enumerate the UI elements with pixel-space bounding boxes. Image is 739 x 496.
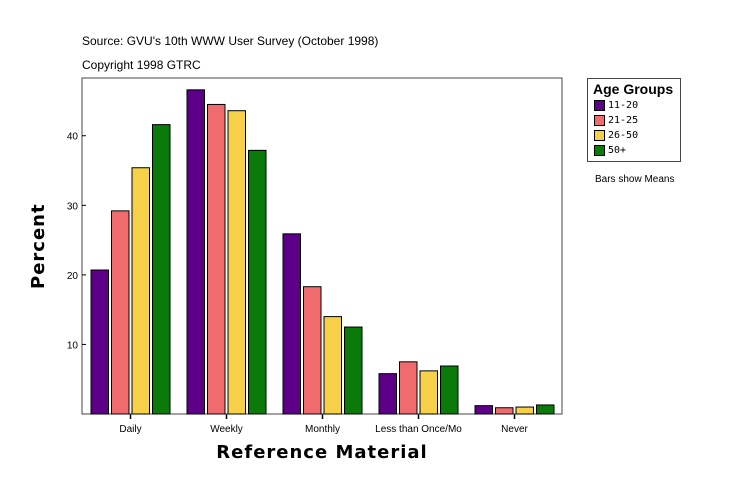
y-tick-label: 40 [67,132,79,143]
bar-11-20-less-than-once-mo [378,373,397,415]
bar-50+-weekly [248,149,267,415]
y-tick-label: 10 [67,340,79,351]
y-tick-label: 20 [67,271,79,282]
legend: Age Groups 11-20 21-25 26-50 50+ [587,78,681,162]
y-axis-label: Percent [28,203,49,289]
bar-50+-monthly [344,326,363,415]
bar-50+-less-than-once-mo [440,365,459,415]
legend-item: 50+ [594,145,626,157]
legend-swatch [594,100,605,111]
x-tick-label: Weekly [210,424,243,435]
bar-11-20-monthly [282,233,301,415]
x-tick-label: Never [501,424,528,435]
legend-title: Age Groups [593,81,674,97]
copyright-text: Copyright 1998 GTRC [82,58,201,72]
bar-26-50-never [515,406,534,415]
bar-21-25-never [495,407,514,415]
legend-swatch [594,130,605,141]
x-tick-label: Monthly [305,424,340,435]
x-tick-label: Less than Once/Mo [375,424,462,435]
bar-11-20-weekly [186,89,205,415]
x-axis-label: Reference Material [216,442,428,463]
bar-26-50-weekly [227,110,246,415]
bar-11-20-never [474,405,493,415]
legend-swatch [594,115,605,126]
y-tick-label: 30 [67,201,79,212]
legend-item: 26-50 [594,130,638,142]
legend-label: 26-50 [608,130,639,141]
legend-label: 21-25 [608,115,639,126]
bar-26-50-less-than-once-mo [419,370,438,415]
bar-50+-daily [152,124,171,415]
legend-item: 11-20 [594,100,638,112]
legend-label: 11-20 [608,100,639,111]
note-text: Bars show Means [595,174,675,185]
bar-21-25-weekly [207,103,226,415]
bar-50+-never [536,404,555,415]
bar-21-25-monthly [303,286,322,415]
x-tick-label: Daily [119,424,141,435]
legend-label: 50+ [608,145,627,156]
bar-21-25-less-than-once-mo [399,361,418,415]
bar-21-25-daily [111,210,130,415]
legend-item: 21-25 [594,115,638,127]
legend-swatch [594,145,605,156]
bar-11-20-daily [90,269,109,415]
source-text: Source: GVU's 10th WWW User Survey (Octo… [82,34,379,48]
bar-26-50-daily [131,167,150,415]
bar-26-50-monthly [323,316,342,415]
